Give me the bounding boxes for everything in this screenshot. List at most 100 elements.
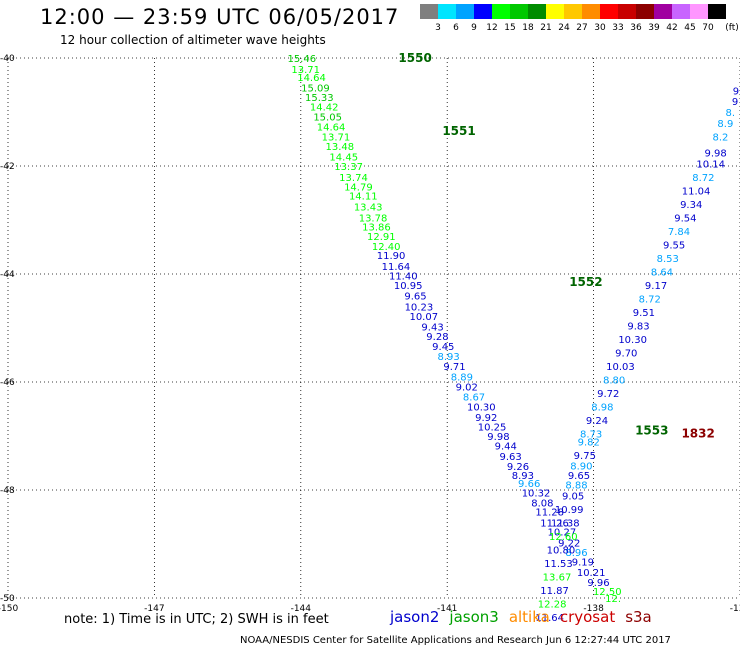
swh-value-label: 9.22 <box>558 538 580 549</box>
swh-value-label: 11.64 <box>535 613 564 624</box>
swh-value-label: 8.9 <box>717 119 733 130</box>
swh-value-label: 9.34 <box>680 200 702 211</box>
y-tick-label: -50 <box>0 594 15 604</box>
swh-value-label: 9.55 <box>663 240 685 251</box>
satellite-legend-jason3: jason3 <box>449 608 499 626</box>
colorbar-swatch <box>636 4 654 19</box>
swh-value-label: 11.26 <box>540 518 569 529</box>
swh-value-label: 13.86 <box>362 222 391 233</box>
units-note: note: 1) Time is in UTC; 2) SWH is in fe… <box>64 612 329 627</box>
x-tick-label: -147 <box>144 604 164 614</box>
colorbar-label: 12 <box>486 23 498 33</box>
swh-value-label: 9.43 <box>421 322 443 333</box>
swh-value-label: 10.80 <box>547 545 576 556</box>
x-tick-label: -138 <box>583 604 604 614</box>
swh-value-label: 10.27 <box>548 528 577 539</box>
swh-value-label: 14.11 <box>349 192 378 203</box>
swh-value-label: 13.37 <box>334 162 363 173</box>
swh-value-label: 14.79 <box>344 183 373 194</box>
swh-value-label: 12.60 <box>549 532 578 543</box>
swh-value-label: 12.91 <box>367 232 396 243</box>
swh-value-label: 8.72 <box>639 294 661 305</box>
colorbar-label: 18 <box>522 23 534 33</box>
colorbar-swatch <box>438 4 456 19</box>
swh-value-label: 9.26 <box>507 462 529 473</box>
colorbar-swatch <box>420 4 438 19</box>
swh-value-label: 9.96 <box>587 578 609 589</box>
x-tick-label: -144 <box>291 604 312 614</box>
colorbar-unit: (ft) <box>725 23 739 33</box>
swh-value-label: 13.78 <box>359 213 388 224</box>
swh-value-label: 8.53 <box>657 254 679 265</box>
colorbar-label: 42 <box>666 23 678 33</box>
swh-value-label: 10.14 <box>696 159 725 170</box>
y-tick-label: -48 <box>0 486 15 496</box>
colorbar-label: 36 <box>630 23 642 33</box>
colorbar-label: 15 <box>504 23 516 33</box>
swh-value-label: 13.48 <box>326 142 355 153</box>
colorbar-swatch <box>510 4 528 19</box>
swh-value-label: 10.03 <box>606 362 635 373</box>
satellite-legend-s3a: s3a <box>625 608 652 626</box>
swh-value-label: 8.73 <box>580 429 602 440</box>
swh-value-label: 9.66 <box>518 479 540 490</box>
colorbar-label: 9 <box>471 23 477 33</box>
swh-value-label: 9.98 <box>487 432 509 443</box>
colorbar-label: 3 <box>435 23 441 33</box>
chart-subtitle: 12 hour collection of altimeter wave hei… <box>60 33 326 47</box>
colorbar-swatch <box>546 4 564 19</box>
swh-value-label: 9.65 <box>404 292 426 303</box>
colorbar-label: 24 <box>558 23 570 33</box>
swh-value-label: 10.30 <box>618 335 647 346</box>
colorbar-label: 27 <box>576 23 588 33</box>
swh-value-label: 14.64 <box>317 123 346 134</box>
swh-value-label: 11.64 <box>382 262 411 273</box>
swh-value-label: 9.70 <box>615 348 637 359</box>
x-tick-label: -135 <box>730 604 740 614</box>
swh-value-label: 9.28 <box>426 332 448 343</box>
x-tick-label: -150 <box>0 604 18 614</box>
swh-value-label: 11.87 <box>540 586 569 597</box>
swh-value-label: 12.50 <box>593 587 622 598</box>
swh-value-label: 8.08 <box>531 498 553 509</box>
swh-value-label: 11.28 <box>535 508 564 519</box>
swh-value-label: 9.71 <box>443 362 465 373</box>
swh-value-label: 8.96 <box>565 548 587 559</box>
swh-value-label: 9.24 <box>586 416 608 427</box>
swh-value-label: 13.71 <box>291 65 320 76</box>
y-tick-label: -42 <box>0 162 15 172</box>
colorbar-swatch <box>528 4 546 19</box>
colorbar-label: 6 <box>453 23 459 33</box>
swh-value-label: 11.04 <box>682 186 711 197</box>
swh-value-label: 12.28 <box>538 599 567 610</box>
swh-value-label: 8.64 <box>651 267 673 278</box>
swh-value-label: 8.80 <box>603 375 625 386</box>
swh-value-label: 8.90 <box>570 462 592 473</box>
swh-value-label: 9.05 <box>562 491 584 502</box>
swh-value-label: 15.46 <box>287 54 316 65</box>
satellite-legend-altika: altika <box>508 608 550 626</box>
swh-value-label: 13.67 <box>543 572 572 583</box>
swh-value-label: 12. <box>605 594 621 605</box>
swh-value-label: 9.45 <box>432 342 454 353</box>
swh-value-label: 8.72 <box>692 173 714 184</box>
swh-value-label: 13.74 <box>339 173 368 184</box>
swh-value-label: 9.19 <box>572 557 594 568</box>
swh-value-label: 10.30 <box>467 402 496 413</box>
colorbar-label: 21 <box>540 23 552 33</box>
swh-value-label: 9.02 <box>456 382 478 393</box>
colorbar-label: 39 <box>648 23 660 33</box>
swh-value-label: 10.07 <box>409 312 438 323</box>
swh-value-label: 11.38 <box>551 518 580 529</box>
swh-value-label: 14.64 <box>297 73 326 84</box>
swh-value-label: 9. <box>733 86 740 97</box>
swh-value-label: 11.40 <box>389 272 418 283</box>
swh-value-label: 9.92 <box>475 413 497 424</box>
y-tick-label: -44 <box>0 270 15 280</box>
swh-value-label: 8.2 <box>713 132 729 143</box>
satellite-legend-cryosat: cryosat <box>559 608 616 626</box>
swh-value-label: 8.93 <box>512 471 534 482</box>
swh-value-label: 10.99 <box>555 505 584 516</box>
credit-line: NOAA/NESDIS Center for Satellite Applica… <box>240 635 671 646</box>
